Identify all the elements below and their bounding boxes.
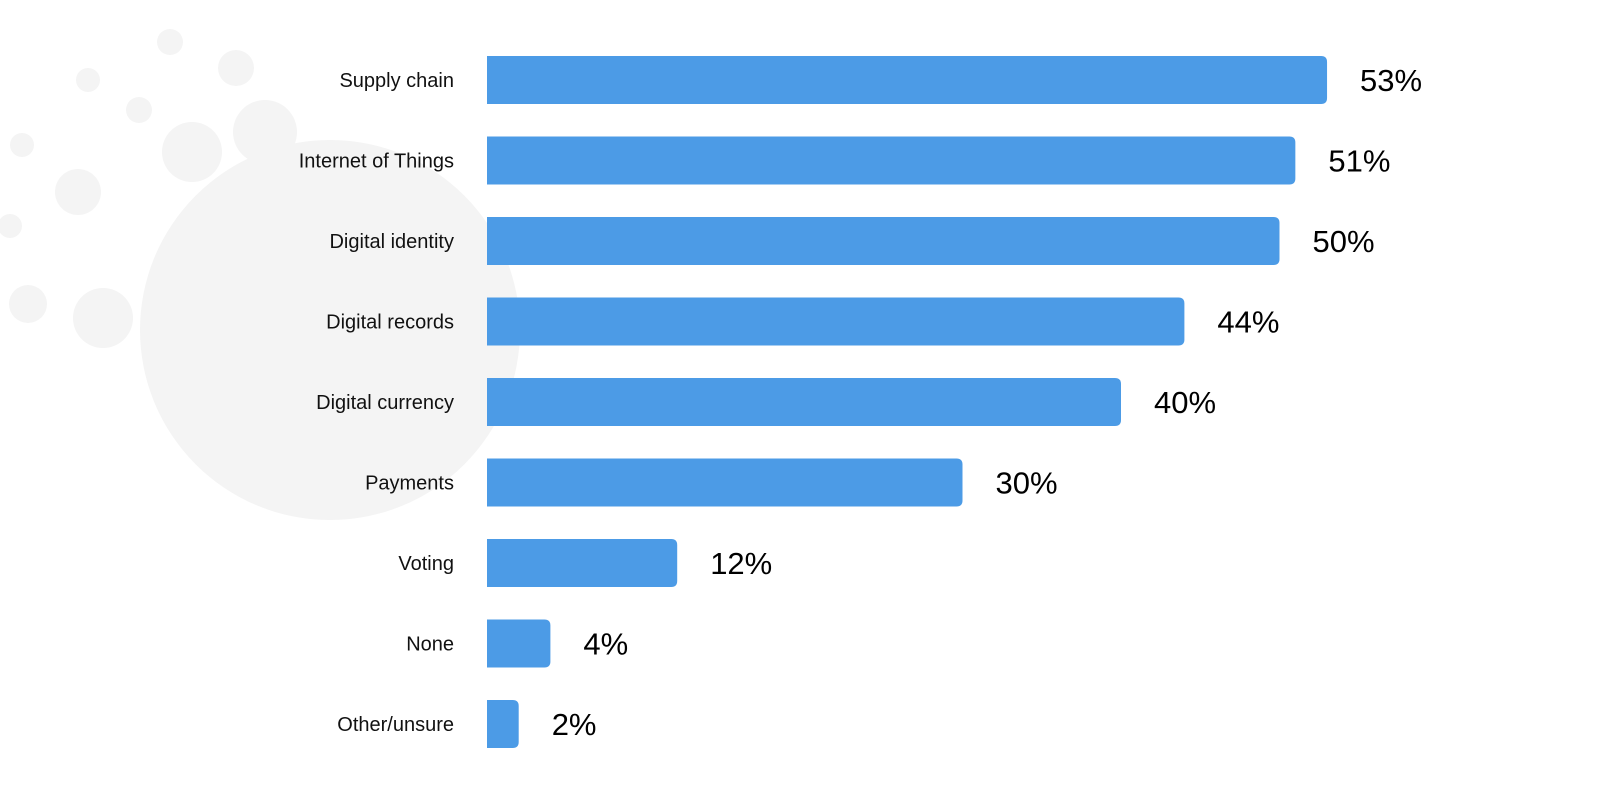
bar	[487, 136, 1296, 185]
value-labels-group: 53% 51% 50% 44% 40% 30% 12% 4% 2%	[552, 63, 1422, 742]
category-label: Internet of Things	[299, 151, 454, 173]
bar	[487, 458, 963, 507]
value-label: 12%	[710, 546, 772, 581]
category-labels-group: Supply chain Internet of Things Digital id…	[299, 70, 454, 736]
watermark-dot	[73, 288, 133, 348]
watermark-dot	[126, 97, 152, 123]
watermark-dot	[9, 285, 47, 323]
category-label: Supply chain	[339, 70, 454, 92]
watermark-dot	[162, 122, 222, 182]
watermark-dot	[0, 214, 22, 238]
value-label: 2%	[552, 707, 597, 742]
category-label: Payments	[365, 473, 454, 495]
bars-group	[487, 56, 1328, 748]
watermark-dot	[55, 169, 101, 215]
category-label: Other/unsure	[337, 714, 454, 736]
value-label: 4%	[583, 627, 628, 662]
bar	[487, 378, 1121, 426]
watermark-dot	[157, 29, 183, 55]
value-label: 30%	[996, 466, 1058, 501]
watermark-dot	[218, 50, 254, 86]
value-label: 44%	[1217, 305, 1279, 340]
watermark-logo	[0, 29, 520, 520]
category-label: Digital records	[326, 312, 454, 334]
value-label: 40%	[1154, 385, 1216, 420]
bar	[487, 619, 551, 668]
category-label: Voting	[398, 553, 454, 575]
category-label: Digital currency	[316, 392, 454, 414]
watermark-dot	[76, 68, 100, 92]
value-label: 51%	[1328, 144, 1390, 179]
value-label: 50%	[1313, 224, 1375, 259]
category-label: None	[406, 634, 454, 656]
bar	[487, 539, 678, 587]
bar	[487, 700, 519, 748]
category-label: Digital identity	[329, 231, 454, 253]
watermark-blob	[140, 140, 520, 520]
watermark-blob	[233, 100, 297, 164]
watermark-dot	[10, 133, 34, 157]
bar	[487, 217, 1280, 265]
value-label: 53%	[1360, 63, 1422, 98]
bar	[487, 56, 1328, 104]
bar	[487, 297, 1185, 346]
